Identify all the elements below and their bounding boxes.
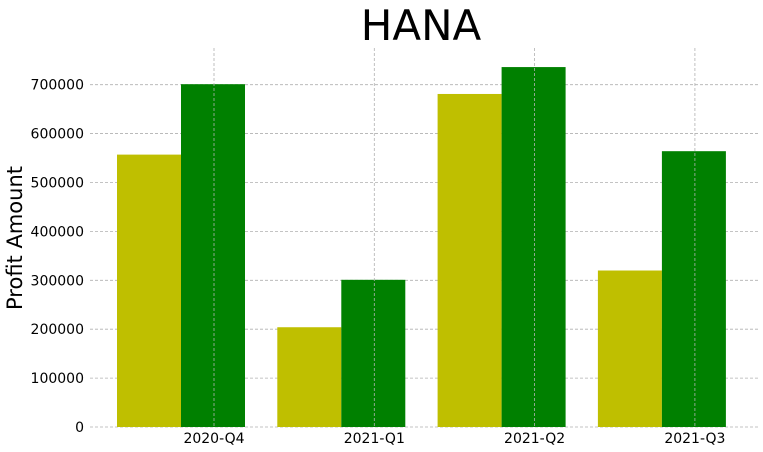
y-tick-label: 300000: [31, 273, 84, 289]
x-tick-label: 2021-Q1: [344, 431, 405, 447]
y-tick-label: 500000: [31, 175, 84, 191]
x-axis-ticks: 2020-Q4 2021-Q1 2021-Q2 2021-Q3: [183, 431, 725, 447]
x-tick-label: 2021-Q3: [664, 431, 725, 447]
y-tick-label: 600000: [31, 127, 84, 143]
x-tick-label: 2021-Q2: [504, 431, 565, 447]
x-tick-label: 2020-Q4: [183, 431, 244, 447]
bars: [117, 67, 726, 428]
y-axis-label: Profit Amount: [3, 166, 27, 310]
chart-title: HANA: [361, 1, 482, 50]
y-tick-label: 400000: [31, 224, 84, 240]
bar-series-1-2020-Q4: [117, 154, 181, 427]
y-tick-label: 700000: [31, 78, 84, 94]
bar-series-2-2021-Q3: [661, 151, 726, 428]
bar-series-2-2021-Q1: [341, 279, 406, 427]
y-tick-label: 0: [75, 420, 84, 436]
vertical-grid-lines: [213, 48, 696, 427]
bar-series-1-2021-Q3: [597, 270, 662, 427]
bar-series-2-2020-Q4: [181, 84, 245, 427]
bar-series-2-2021-Q2: [501, 67, 566, 427]
y-tick-label: 200000: [31, 322, 84, 338]
bar-series-1-2021-Q1: [277, 327, 342, 427]
y-tick-label: 100000: [31, 371, 84, 387]
y-axis-ticks: 0 100000 200000 300000 400000 500000 600000 700…: [31, 78, 84, 436]
bar-series-1-2021-Q2: [437, 93, 502, 428]
